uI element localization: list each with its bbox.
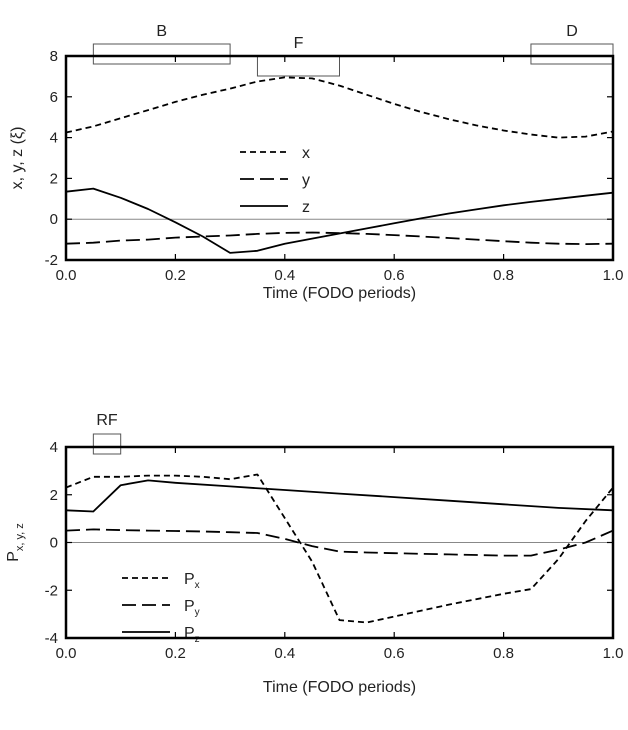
top-x-axis-title: Time (FODO periods) [263, 285, 416, 302]
bottom-y-tick-label: 2 [50, 487, 58, 504]
top-element-b-label: B [156, 23, 167, 40]
bottom-y-axis-title: Px, y, z [5, 523, 26, 562]
top-y-tick-label: -2 [45, 252, 58, 269]
bottom-y-tick-label: 4 [50, 439, 58, 456]
top-element-f-label: F [294, 35, 304, 52]
bottom-x-axis-title: Time (FODO periods) [263, 679, 416, 696]
bottom-y-axis-title-main: P [5, 551, 22, 562]
chart-bottom: 0.0 0.2 0.4 0.6 0.8 1.0 -4 -2 0 2 4 Px Py Pz RF Time (F… [5, 412, 623, 696]
bottom-series-p-x-line [65, 473, 614, 624]
bottom-x-tick-label: 1.0 [603, 645, 624, 662]
top-x-tick-label: 0.2 [165, 267, 186, 284]
bottom-series-p-y-line [65, 528, 614, 557]
top-element-f-box [256, 55, 341, 77]
bottom-y-tick-label: 0 [50, 535, 58, 552]
top-y-tick-label: 0 [50, 211, 58, 228]
top-x-tick-label: 0.6 [384, 267, 405, 284]
top-element-d-label: D [566, 23, 578, 40]
bottom-x-tick-label: 0.2 [165, 645, 186, 662]
bottom-element-rf-label: RF [96, 412, 118, 429]
bottom-y-axis-title-sub: x, y, z [14, 523, 26, 551]
top-y-axis-title: x, y, z (ξ) [9, 127, 26, 190]
chart-top: 0.0 0.2 0.4 0.6 0.8 1.0 -2 0 2 4 6 8 xyz B F D Time (FOD… [9, 23, 623, 302]
bottom-legend-label-sub-p-x: x [195, 580, 200, 591]
bottom-element-rf-box [92, 433, 122, 455]
bottom-legend-label-p-z: Pz [184, 625, 200, 645]
top-x-tick-label: 0.4 [274, 267, 295, 284]
top-legend-label-y: y [302, 172, 310, 189]
top-legend-label-z: z [302, 199, 310, 216]
top-y-tick-label: 2 [50, 170, 58, 187]
top-y-tick-label: 6 [50, 89, 58, 106]
top-element-b-box [92, 43, 231, 65]
bottom-series-p-z-line [65, 479, 614, 513]
top-x-tick-label: 0.0 [56, 267, 77, 284]
top-x-tick-label: 1.0 [603, 267, 624, 284]
bottom-x-tick-label: 0.8 [493, 645, 514, 662]
bottom-y-tick-label: -4 [45, 630, 58, 647]
bottom-legend-label-sub-p-y: y [195, 607, 200, 618]
bottom-legend-label-sub-p-z: z [195, 634, 200, 645]
bottom-y-tick-label: -2 [45, 582, 58, 599]
top-series-x-line [65, 76, 614, 139]
bottom-x-tick-label: 0.0 [56, 645, 77, 662]
bottom-plot-frame [64, 445, 615, 640]
top-plot-frame [64, 54, 615, 262]
top-series-z-line [65, 187, 614, 254]
bottom-x-tick-label: 0.4 [274, 645, 295, 662]
top-legend-label-x: x [302, 145, 310, 162]
top-element-d-box [530, 43, 614, 65]
top-y-tick-label: 4 [50, 130, 58, 147]
bottom-legend-label-p-x: Px [184, 571, 200, 591]
top-y-tick-label: 8 [50, 48, 58, 65]
bottom-legend-label-p-y: Py [184, 598, 200, 618]
bottom-x-tick-label: 0.6 [384, 645, 405, 662]
top-x-tick-label: 0.8 [493, 267, 514, 284]
